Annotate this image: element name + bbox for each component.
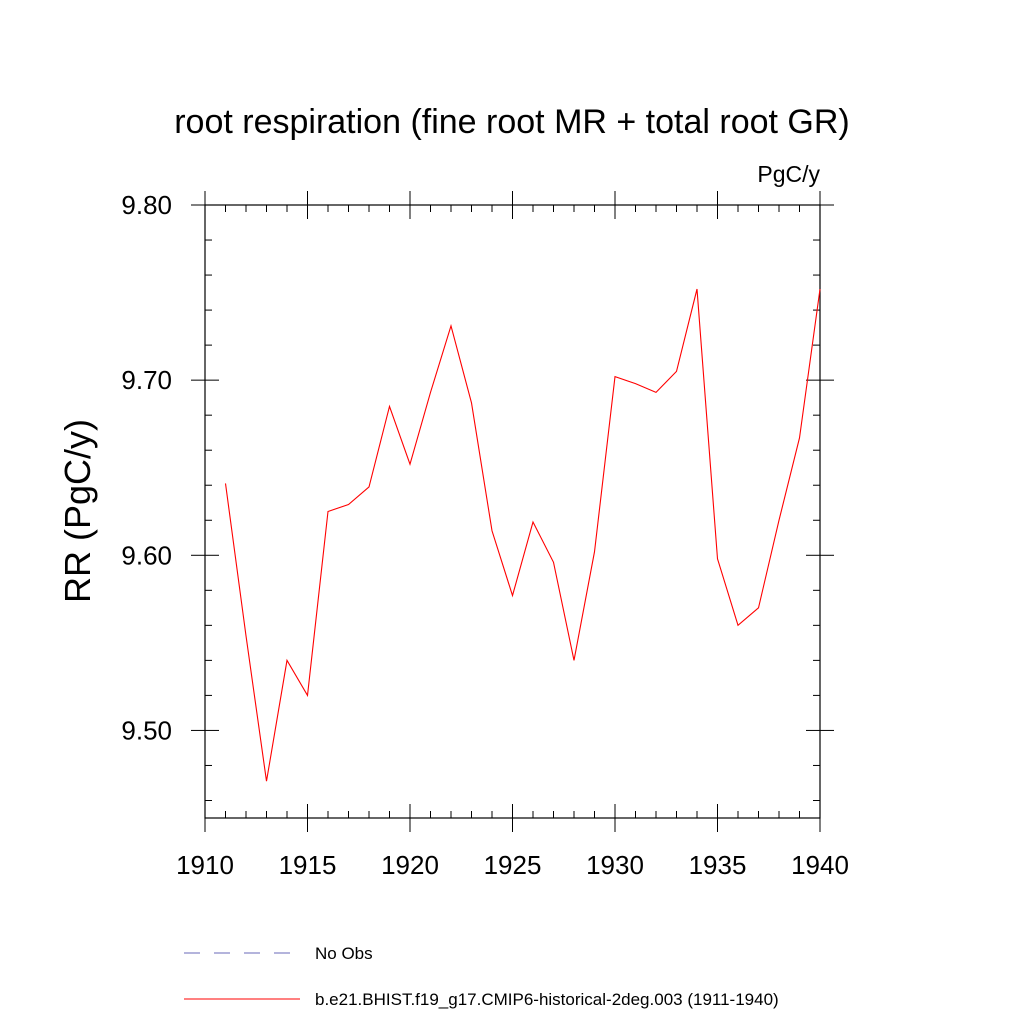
y-tick-label: 9.80 (121, 190, 172, 220)
legend: No Obs b.e21.BHIST.f19_g17.CMIP6-historic… (184, 944, 779, 1009)
y-tick-label: 9.50 (121, 715, 172, 745)
series-layer (224, 288, 821, 782)
x-tick-label: 1940 (791, 850, 849, 880)
legend-entry-label: b.e21.BHIST.f19_g17.CMIP6-historical-2de… (315, 990, 779, 1009)
x-tick-label: 1925 (484, 850, 542, 880)
series-line (224, 288, 821, 782)
chart-title: root respiration (fine root MR + total r… (174, 103, 850, 141)
y-tick-label: 9.70 (121, 365, 172, 395)
x-tick-label: 1930 (586, 850, 644, 880)
y-tick-label: 9.60 (121, 540, 172, 570)
x-tick-label: 1935 (689, 850, 747, 880)
x-tick-label: 1915 (279, 850, 337, 880)
y-axis-label: RR (PgC/y) (57, 419, 98, 603)
x-tick-label: 1910 (176, 850, 234, 880)
axis-tick-labels: 1910 1915 1920 1925 1930 1935 1940 9.80 9.70 9.60… (121, 190, 849, 880)
x-tick-label: 1920 (381, 850, 439, 880)
units-label: PgC/y (757, 161, 820, 187)
legend-entry-label: No Obs (315, 944, 373, 963)
plot-frame (204, 204, 821, 819)
axis-ticks (191, 191, 834, 832)
